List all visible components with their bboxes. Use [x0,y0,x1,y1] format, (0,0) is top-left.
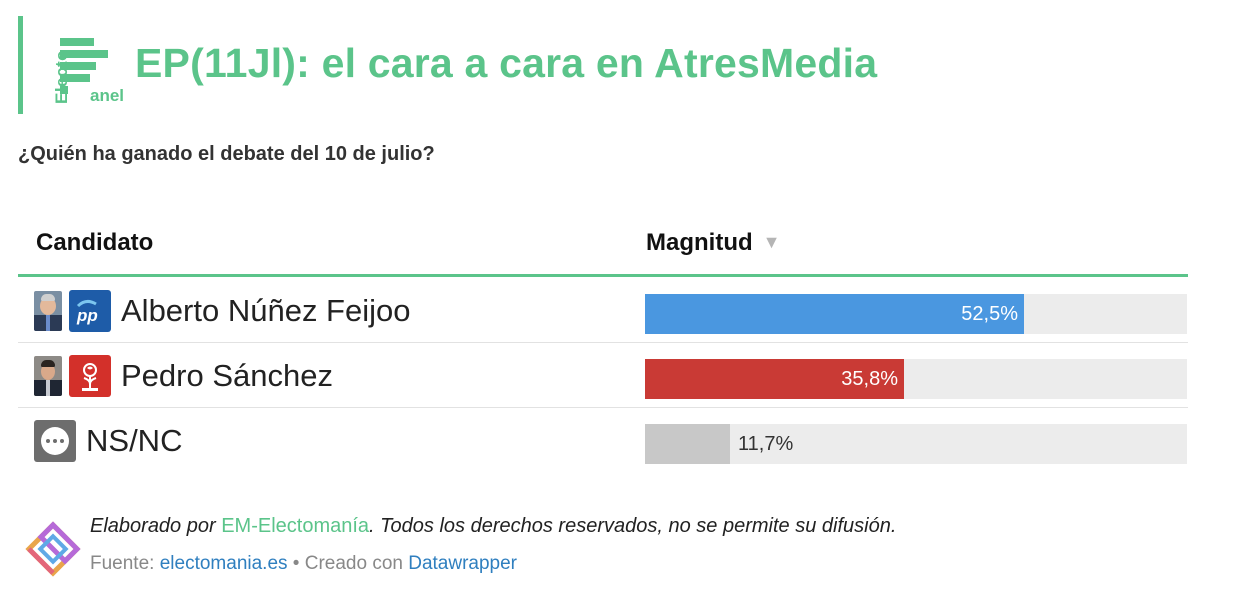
source-label: Fuente: [90,553,160,574]
candidate-name: NS/NC [86,423,183,458]
psoe-rose-logo-icon [69,355,111,397]
candidate-name: Pedro Sánchez [121,358,333,393]
header-accent-bar [18,16,23,114]
candidate-name: Alberto Núñez Feijoo [121,293,411,328]
credit-line: Elaborado por EM-Electomanía. Todos los … [90,515,896,538]
electopanel-logo: Electo anel [36,30,128,106]
source-link[interactable]: electomania.es [159,553,288,574]
sort-down-triangle-icon: ▼ [762,232,781,252]
bar-track: 35,8% [645,359,1187,399]
table-row: Pedro Sánchez 35,8% [18,344,1188,408]
bar-fill [645,294,1024,334]
row-divider [18,342,1188,343]
header-divider [18,274,1188,277]
chart-subtitle: ¿Quién ha ganado el debate del 10 de jul… [18,143,435,165]
bar-track: 11,7% [645,424,1187,464]
bar-track: 52,5% [645,294,1187,334]
candidate-cell: pp Alberto Núñez Feijoo [34,279,411,343]
bar-value-label: 52,5% [961,303,1018,325]
sanchez-portrait-icon [34,356,62,396]
electomania-logo-icon [24,520,82,578]
pp-logo-icon: pp [69,290,111,332]
column-header-magnitude-label: Magnitud [646,229,753,256]
bar-fill [645,424,730,464]
candidate-cell: Pedro Sánchez [34,344,333,408]
created-with-label: • Creado con [287,553,409,574]
column-header-magnitude[interactable]: Magnitud ▼ [646,229,780,257]
column-header-candidate-label: Candidato [36,229,154,256]
page-title: EP(11Jl): el cara a cara en AtresMedia [135,40,878,86]
credit-suffix: . Todos los derechos reservados, no se p… [369,515,897,537]
feijoo-portrait-icon [34,291,62,331]
svg-text:pp: pp [76,306,98,325]
source-line: Fuente: electomania.es • Creado con Data… [90,553,517,575]
dots-icon [34,420,76,462]
table-row: pp Alberto Núñez Feijoo 52,5% [18,279,1188,343]
bar-value-label: 11,7% [738,433,794,455]
credit-org-link[interactable]: EM-Electomanía [221,515,370,537]
bar-value-label: 35,8% [841,368,898,390]
table-row: NS/NC 11,7% [18,409,1188,473]
row-divider [18,407,1188,408]
datawrapper-link[interactable]: Datawrapper [408,553,518,574]
column-header-candidate[interactable]: Candidato [36,229,153,257]
credit-prefix: Elaborado por [90,515,222,537]
bar-fill [645,359,904,399]
candidate-cell: NS/NC [34,409,182,473]
logo-text-bottom: anel [90,86,125,105]
